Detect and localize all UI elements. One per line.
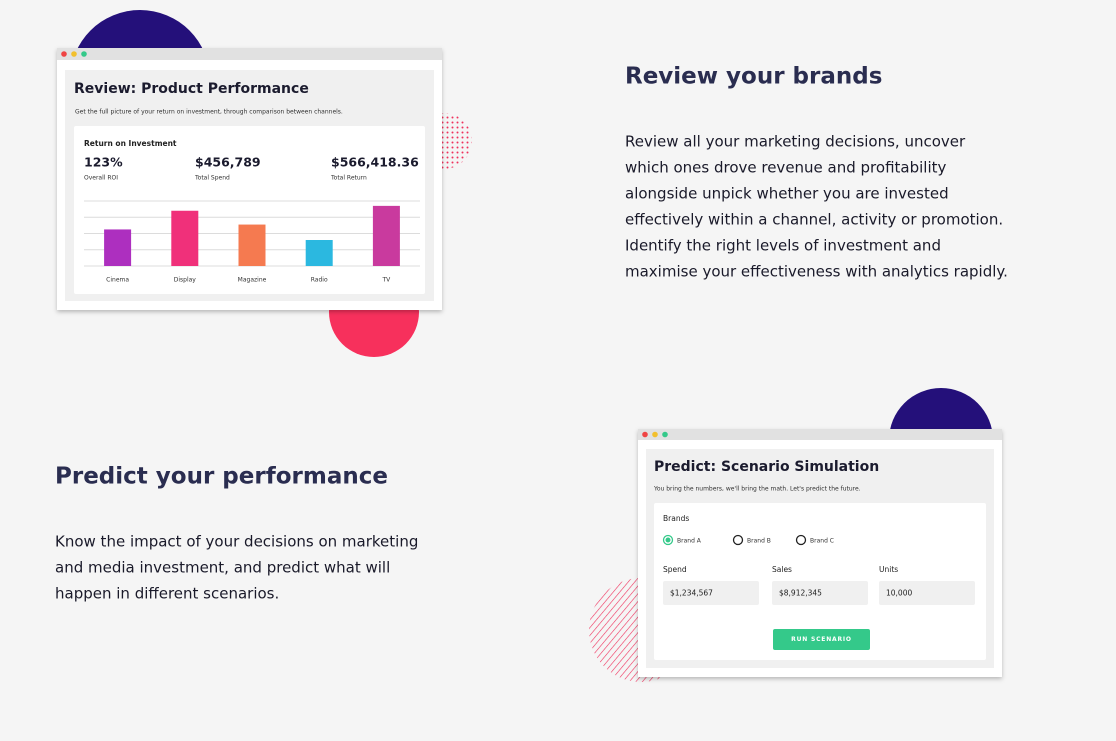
- paragraph-line: Know the impact of your decisions on mar…: [55, 533, 418, 551]
- paragraph-line: happen in different scenarios.: [55, 585, 279, 603]
- window-title: Review: Product Performance: [74, 81, 309, 97]
- paragraph-line: which ones drove revenue and profitabili…: [625, 159, 947, 177]
- run-button-label: RUN SCENARIO: [791, 636, 852, 643]
- window-dot: [71, 51, 77, 57]
- section-heading: Review your brands: [625, 64, 882, 90]
- window-dot: [642, 431, 648, 438]
- metric-value: $566,418.36: [331, 155, 419, 170]
- window-dot: [662, 431, 668, 438]
- input-box[interactable]: [879, 581, 975, 605]
- section-heading: Predict your performance: [55, 464, 388, 490]
- window-dot: [81, 51, 87, 57]
- x-tick-label: TV: [382, 277, 392, 284]
- run-button[interactable]: [773, 629, 870, 650]
- metric-label: Overall ROI: [84, 175, 118, 182]
- field-label: Units: [879, 565, 898, 574]
- bar-chart: 123% Overall ROI $456,789 Total Spend $566,4…: [84, 155, 420, 284]
- x-tick-label: Display: [174, 277, 197, 284]
- input-value: $8,912,345: [779, 589, 822, 598]
- paragraph-line: alongside unpick whether you are investe…: [625, 185, 949, 203]
- window-dot: [61, 51, 67, 57]
- field-label: Spend: [663, 565, 687, 574]
- window-dot: [652, 431, 658, 438]
- window-subtitle: Get the full picture of your return on i…: [75, 109, 343, 116]
- radio-label: Brand C: [810, 538, 834, 545]
- scenario-form: Brand A Brand B Brand C Spend $1,234,567 Sale…: [662, 534, 975, 650]
- metric-value: 123%: [84, 155, 123, 170]
- bar: [372, 205, 400, 266]
- radio-dot: [665, 537, 671, 543]
- paragraph-line: effectively within a channel, activity o…: [625, 211, 1003, 229]
- paragraph-line: Review all your marketing decisions, unc…: [625, 133, 966, 151]
- field-label: Sales: [772, 565, 792, 574]
- input-box[interactable]: [772, 581, 868, 605]
- metric-value: $456,789: [195, 155, 261, 170]
- radio-label: Brand A: [677, 538, 702, 545]
- bar: [238, 224, 266, 266]
- bar: [305, 240, 333, 266]
- paragraph-line: maximise your effectiveness with analyti…: [625, 263, 1008, 281]
- input-value: 10,000: [886, 589, 912, 598]
- card: [74, 126, 425, 294]
- x-tick-label: Magazine: [238, 277, 267, 284]
- radio[interactable]: [795, 534, 807, 546]
- radio[interactable]: [732, 534, 744, 546]
- card-heading: Return on Investment: [84, 139, 177, 148]
- bar: [171, 210, 199, 266]
- brands-label: Brands: [663, 514, 689, 523]
- x-tick-label: Cinema: [106, 277, 129, 284]
- radio-label: Brand B: [747, 538, 771, 545]
- x-tick-label: Radio: [311, 277, 328, 284]
- input-value: $1,234,567: [670, 589, 713, 598]
- paragraph-line: Identify the right levels of investment …: [625, 237, 941, 255]
- window-subtitle: You bring the numbers, we'll bring the m…: [653, 486, 861, 493]
- input-box[interactable]: [663, 581, 759, 605]
- bar: [104, 229, 132, 266]
- window-title: Predict: Scenario Simulation: [654, 459, 879, 475]
- paragraphs: Review all your marketing decisions, unc…: [55, 133, 1008, 603]
- metric-label: Total Return: [330, 175, 367, 182]
- metric-label: Total Spend: [194, 175, 230, 182]
- paragraph-line: and media investment, and predict what w…: [55, 559, 390, 577]
